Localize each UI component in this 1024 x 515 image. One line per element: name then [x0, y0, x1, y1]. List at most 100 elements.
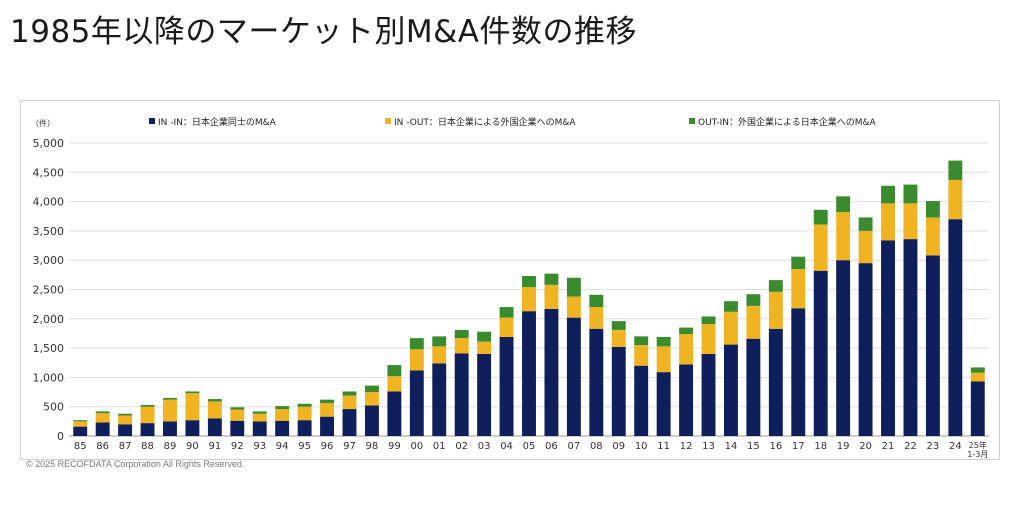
legend-label: OUT-IN：外国企業による日本企業へのM&A [698, 116, 876, 128]
bar-segment-series-2 [925, 217, 940, 256]
bar-segment-series-3 [881, 185, 895, 204]
bar-segment-series-1 [185, 420, 200, 436]
bar-segment-series-3 [522, 276, 536, 288]
bar-segment-series-2 [791, 268, 806, 309]
bar-segment-series-1 [701, 353, 716, 436]
bar-segment-series-3 [432, 336, 447, 347]
bar-segment-series-2 [813, 224, 828, 271]
bar-segment-series-1 [297, 420, 312, 436]
bar-segment-series-2 [73, 421, 88, 427]
bar-segment-series-2 [903, 203, 918, 240]
bar-segment-series-3 [95, 411, 110, 414]
bar-segment-series-1 [723, 344, 738, 436]
x-tick-label: 09 [612, 441, 625, 452]
legend-swatch [385, 118, 391, 124]
bar-segment-series-2 [768, 291, 783, 329]
bar-segment-series-3 [858, 217, 873, 231]
bar-segment-series-3 [185, 391, 200, 394]
bar-segment-series-2 [230, 409, 245, 421]
bar-segment-series-3 [723, 301, 738, 312]
y-tick-label: 5,000 [33, 137, 65, 150]
bar-segment-series-1 [499, 336, 514, 436]
bar-segment-series-1 [163, 421, 177, 436]
y-tick-label: 1,000 [33, 371, 65, 384]
x-tick-label: 07 [568, 441, 581, 452]
legend-swatch [149, 118, 155, 124]
x-axis-ticks: 85 86 87 88 89 90 91 92 93 94 95 96 97 98 99 00 01 02 03 04… [74, 440, 988, 459]
y-tick-label: 2,000 [33, 313, 65, 326]
y-axis-ticks: 0 500 1,000 1,500 2,000 2,500 3,000 3,500 4,000 4… [33, 137, 65, 443]
bar-segment-series-2 [746, 305, 761, 339]
page-title: 1985年以降のマーケット別M&A件数の推移 [10, 14, 638, 50]
bar-segment-series-3 [230, 407, 245, 410]
x-tick-label: 15 [747, 441, 760, 452]
bar-segment-series-3 [73, 420, 88, 422]
bar-segment-series-1 [432, 363, 447, 436]
y-tick-label: 4,000 [33, 196, 65, 209]
bar-segment-series-3 [163, 397, 177, 400]
x-tick-label: 23 [927, 441, 940, 452]
x-tick-label: 22 [904, 441, 917, 452]
bar-segment-series-2 [723, 311, 738, 345]
x-tick-label: 17 [792, 441, 805, 452]
bar-segment-series-1 [813, 270, 828, 436]
bar-segment-series-1 [342, 409, 357, 436]
bar-segment-series-1 [118, 424, 133, 436]
y-axis-label: （件） [31, 118, 55, 128]
bar-segment-series-2 [477, 341, 492, 354]
bar-segment-series-2 [95, 413, 110, 423]
bar-segment-series-3 [679, 327, 694, 335]
bar-segment-series-3 [970, 367, 985, 373]
y-tick-label: 4,500 [33, 166, 65, 179]
bar-segment-series-3 [320, 399, 335, 404]
x-tick-label: 21 [882, 441, 895, 452]
bar-segment-series-1 [230, 420, 245, 436]
bar-segment-series-3 [544, 273, 559, 285]
bar-segment-series-3 [140, 404, 155, 407]
x-tick-label: 87 [119, 441, 132, 452]
x-tick-label: 06 [545, 441, 558, 452]
x-tick-label: 85 [74, 441, 87, 452]
bar-segment-series-2 [140, 406, 155, 424]
x-tick-label: 18 [814, 441, 827, 452]
bar-segment-series-3 [499, 307, 514, 318]
bar-segment-series-2 [634, 345, 649, 366]
x-tick-label: 11 [657, 441, 670, 452]
x-tick-label: 00 [410, 441, 423, 452]
x-tick-label: 90 [186, 441, 199, 452]
bar-segment-series-1 [409, 370, 424, 436]
bar-segment-series-1 [207, 418, 222, 436]
bar-segment-series-3 [903, 184, 918, 204]
bar-segment-series-2 [499, 317, 514, 337]
x-tick-label: 13 [702, 441, 715, 452]
bar-segment-series-3 [118, 413, 133, 416]
bar-segment-series-2 [544, 284, 559, 309]
y-tick-label: 0 [57, 430, 64, 443]
bar-segment-series-3 [297, 403, 312, 407]
bar-segment-series-2 [364, 392, 379, 406]
bar-segment-series-2 [320, 403, 335, 417]
bar-segment-series-3 [611, 321, 626, 330]
y-tick-label: 3,500 [33, 225, 65, 238]
x-tick-label: 88 [141, 441, 154, 452]
x-tick-label: 99 [388, 441, 401, 452]
chart-frame: （件） IN -IN：日本企業同士のM&A IN -OUT：日本企業による外国企業… [20, 100, 1000, 460]
x-tick-label: 92 [231, 441, 244, 452]
bar-segment-series-1 [881, 240, 895, 436]
bar-segment-series-2 [409, 349, 424, 371]
x-tick-label: 16 [769, 441, 782, 452]
x-tick-label: 86 [96, 441, 109, 452]
x-tick-label: 02 [455, 441, 468, 452]
x-tick-label: 14 [725, 441, 738, 452]
bar-segment-series-2 [342, 395, 357, 410]
bar-segment-series-3 [387, 365, 402, 377]
x-tick-label: 25年 [969, 440, 987, 450]
bar-segment-series-3 [925, 201, 940, 218]
x-tick-label: 03 [478, 441, 491, 452]
bar-segment-series-2 [679, 334, 694, 365]
bar-segment-series-1 [656, 372, 671, 436]
bar-segment-series-3 [207, 399, 222, 402]
x-tick-label: 97 [343, 441, 356, 452]
bar-segment-series-1 [589, 328, 604, 436]
x-tick-label: 24 [949, 441, 962, 452]
